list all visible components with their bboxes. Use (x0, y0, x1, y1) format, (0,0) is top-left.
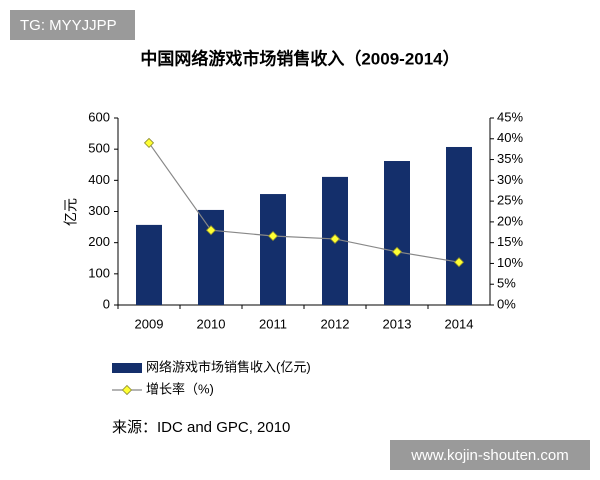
y-tick-label: 300 (88, 203, 110, 218)
y-tick-label: 200 (88, 234, 110, 249)
bar (198, 209, 224, 305)
legend-label: 增长率（%) (146, 381, 214, 396)
x-tick-label: 2013 (383, 316, 412, 331)
bar (260, 194, 286, 305)
y2-tick-label: 15% (497, 234, 523, 249)
y-tick-label: 0 (103, 296, 110, 311)
y-tick-label: 600 (88, 109, 110, 124)
bar (136, 224, 162, 305)
y-tick-label: 500 (88, 141, 110, 156)
watermark: www.kojin-shouten.com (410, 447, 569, 464)
watermark: TG: MYYJJPP (20, 17, 117, 34)
y-tick-label: 100 (88, 265, 110, 280)
marker (329, 233, 341, 244)
marker (143, 137, 155, 148)
chart-title: 中国网络游戏市场销售收入（2009-2014） (140, 48, 459, 68)
y-axis-label: 亿元 (63, 198, 79, 226)
marker (267, 230, 279, 242)
y2-tick-label: 10% (497, 255, 523, 270)
y-tick-label: 400 (88, 172, 110, 187)
source: 来源：IDC and GPC, 2010 (112, 419, 290, 436)
x-tick-label: 2014 (445, 316, 474, 331)
legend-label: 网络游戏市场销售收入(亿元) (146, 359, 311, 374)
y2-tick-label: 35% (497, 151, 523, 166)
x-tick-label: 2009 (135, 316, 164, 331)
x-tick-label: 2011 (259, 316, 287, 331)
watermark-box (10, 10, 135, 40)
x-tick-label: 2012 (321, 316, 350, 331)
marker (391, 246, 403, 257)
marker (205, 225, 217, 236)
marker (453, 257, 465, 268)
watermark-box (390, 440, 590, 470)
legend-swatch (112, 363, 142, 373)
x-tick-label: 2010 (197, 316, 226, 331)
y2-tick-label: 20% (497, 213, 523, 228)
y2-tick-label: 45% (497, 109, 523, 124)
bar (384, 161, 410, 305)
bar (446, 146, 472, 305)
y2-tick-label: 25% (497, 193, 523, 208)
y2-tick-label: 40% (497, 130, 523, 145)
y2-tick-label: 30% (497, 172, 523, 187)
y2-tick-label: 5% (497, 276, 516, 291)
y2-tick-label: 0% (497, 296, 516, 311)
legend-marker (121, 384, 133, 396)
line (148, 142, 460, 263)
